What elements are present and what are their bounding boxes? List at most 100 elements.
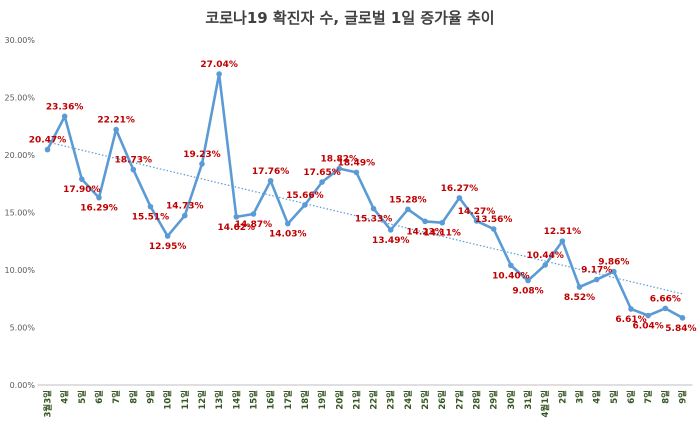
data-point xyxy=(508,262,514,269)
data-label: 15.51% xyxy=(132,213,170,223)
x-tick-label: 16일 xyxy=(266,390,277,410)
data-points xyxy=(44,71,686,321)
data-label: 19.23% xyxy=(183,150,221,160)
x-tick-label: 6일 xyxy=(626,390,637,404)
x-tick-label: 2일 xyxy=(557,390,568,404)
data-label: 6.61% xyxy=(615,315,646,325)
data-label: 15.66% xyxy=(286,191,324,201)
x-tick-label: 21일 xyxy=(351,390,362,410)
data-label: 14.03% xyxy=(269,230,307,240)
x-tick-label: 24일 xyxy=(403,390,414,410)
y-tick-label: 20.00% xyxy=(4,151,35,160)
data-label: 18.82% xyxy=(321,155,359,165)
x-tick-label: 5일 xyxy=(609,390,620,404)
x-tick-label: 25일 xyxy=(420,390,431,410)
data-point xyxy=(96,194,102,201)
chart-title: 코로나19 확진자 수, 글로벌 1일 증가율 추이 xyxy=(205,9,495,27)
x-tick-label: 26일 xyxy=(437,390,448,410)
data-label: 18.73% xyxy=(115,156,153,166)
data-point xyxy=(113,126,119,133)
data-point xyxy=(679,315,686,321)
data-point xyxy=(645,312,651,319)
data-label: 12.95% xyxy=(149,242,187,252)
data-label: 16.29% xyxy=(80,204,118,214)
x-tick-label: 3월3일 xyxy=(43,390,54,418)
x-tick-label: 30일 xyxy=(506,390,517,410)
data-label: 13.56% xyxy=(475,215,513,225)
data-label: 8.52% xyxy=(564,293,595,303)
data-point xyxy=(490,226,497,232)
trendline-group xyxy=(47,141,683,295)
data-point xyxy=(611,268,617,275)
data-label: 10.40% xyxy=(492,271,530,281)
data-label: 10.44% xyxy=(526,251,564,261)
data-point xyxy=(267,177,274,184)
data-label: 13.49% xyxy=(372,236,410,246)
data-point xyxy=(387,227,394,233)
x-tick-label: 7일 xyxy=(643,390,654,404)
y-tick-label: 10.00% xyxy=(4,266,35,275)
x-tick-label: 4일 xyxy=(60,390,71,404)
data-label: 14.27% xyxy=(458,207,496,217)
x-tick-labels: 3월3일 4일 5일 6일 7일 8일 9일 10일 11일 12일 13일 14일 15일 16일 17일… xyxy=(43,390,689,418)
data-point xyxy=(353,169,360,176)
x-tick-label: 4일 xyxy=(592,390,603,404)
y-tick-label: 5.00% xyxy=(10,324,36,333)
data-point xyxy=(181,212,188,219)
x-tick-label: 28일 xyxy=(472,390,483,410)
y-tick-label: 25.00% xyxy=(4,94,35,103)
data-point xyxy=(130,166,137,173)
data-point xyxy=(525,277,531,284)
data-point xyxy=(559,238,566,244)
x-tick-label: 17일 xyxy=(283,390,294,410)
data-point xyxy=(319,179,325,185)
data-point xyxy=(336,165,343,172)
data-point xyxy=(370,205,377,212)
data-label: 20.47% xyxy=(29,136,67,146)
data-label: 6.04% xyxy=(633,322,664,332)
data-label: 14.73% xyxy=(166,202,204,212)
x-tick-label: 4월1일 xyxy=(540,390,551,418)
data-label: 18.49% xyxy=(338,158,376,168)
x-tick-label: 3일 xyxy=(575,390,586,404)
data-point xyxy=(542,262,549,268)
data-label: 15.28% xyxy=(389,195,427,205)
y-tick-label: 15.00% xyxy=(4,209,35,218)
data-point xyxy=(199,161,205,167)
data-point xyxy=(439,219,446,226)
data-label: 15.33% xyxy=(355,215,393,225)
x-tick-label: 18일 xyxy=(300,390,311,410)
data-label: 14.62% xyxy=(218,223,256,233)
data-label: 16.27% xyxy=(441,184,479,194)
x-tick-label: 11일 xyxy=(180,390,191,410)
y-tick-label: 30.00% xyxy=(4,36,35,45)
data-point xyxy=(61,113,68,120)
data-point xyxy=(628,306,634,312)
data-label: 9.17% xyxy=(581,266,612,276)
data-point xyxy=(302,202,308,208)
x-tick-label: 7일 xyxy=(111,390,122,404)
data-label: 14.87% xyxy=(235,220,273,230)
data-point xyxy=(405,206,411,213)
data-point xyxy=(576,284,583,290)
data-label: 17.65% xyxy=(303,168,341,178)
series-line-group xyxy=(46,72,684,319)
data-point xyxy=(44,146,51,153)
data-point xyxy=(422,218,428,225)
data-point xyxy=(284,220,291,227)
x-tick-label: 29일 xyxy=(489,390,500,410)
x-tick-label: 8일 xyxy=(660,390,671,404)
data-label: 22.21% xyxy=(97,116,135,126)
data-point xyxy=(147,203,154,210)
x-tick-label: 19일 xyxy=(317,390,328,410)
data-point xyxy=(164,233,171,239)
data-label: 27.04% xyxy=(200,60,238,70)
data-label: 14.23% xyxy=(406,227,444,237)
x-tick-label: 20일 xyxy=(334,390,345,410)
x-tick-label: 12일 xyxy=(197,390,208,410)
x-tick-label: 14일 xyxy=(231,390,242,410)
data-label: 17.90% xyxy=(63,185,101,195)
x-tick-label: 22일 xyxy=(369,390,380,410)
data-point xyxy=(233,214,240,220)
